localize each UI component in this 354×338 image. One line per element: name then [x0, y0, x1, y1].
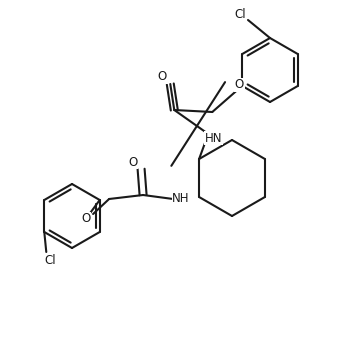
- Text: O: O: [235, 78, 244, 92]
- Text: O: O: [129, 155, 138, 169]
- Text: HN: HN: [205, 131, 222, 145]
- Text: Cl: Cl: [45, 254, 56, 266]
- Text: O: O: [81, 213, 91, 225]
- Text: Cl: Cl: [234, 8, 246, 22]
- Text: NH: NH: [172, 193, 190, 206]
- Text: O: O: [158, 71, 167, 83]
